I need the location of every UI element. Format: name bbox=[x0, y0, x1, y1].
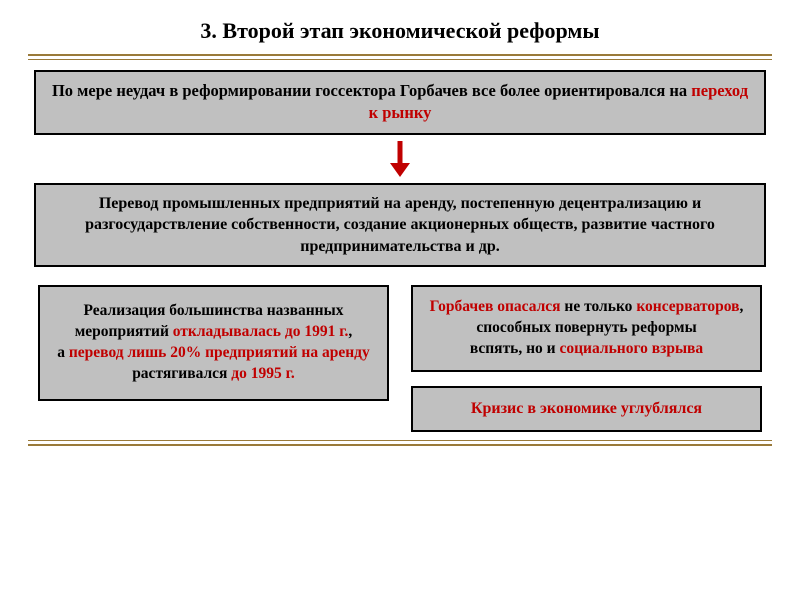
divider-top bbox=[28, 54, 772, 60]
divider-bottom bbox=[28, 440, 772, 446]
box-crisis: Кризис в экономике углублялся bbox=[411, 386, 762, 432]
slide-title: 3. Второй этап экономической реформы bbox=[40, 18, 760, 44]
box-intro: По мере неудач в реформировании госсекто… bbox=[34, 70, 766, 135]
box-delay: Реализация большинства названных меропри… bbox=[38, 285, 389, 401]
arrow-down bbox=[0, 139, 800, 179]
box-measures: Перевод промышленных предприятий на арен… bbox=[34, 183, 766, 268]
box-fears: Горбачев опасался не только консерваторо… bbox=[411, 285, 762, 372]
